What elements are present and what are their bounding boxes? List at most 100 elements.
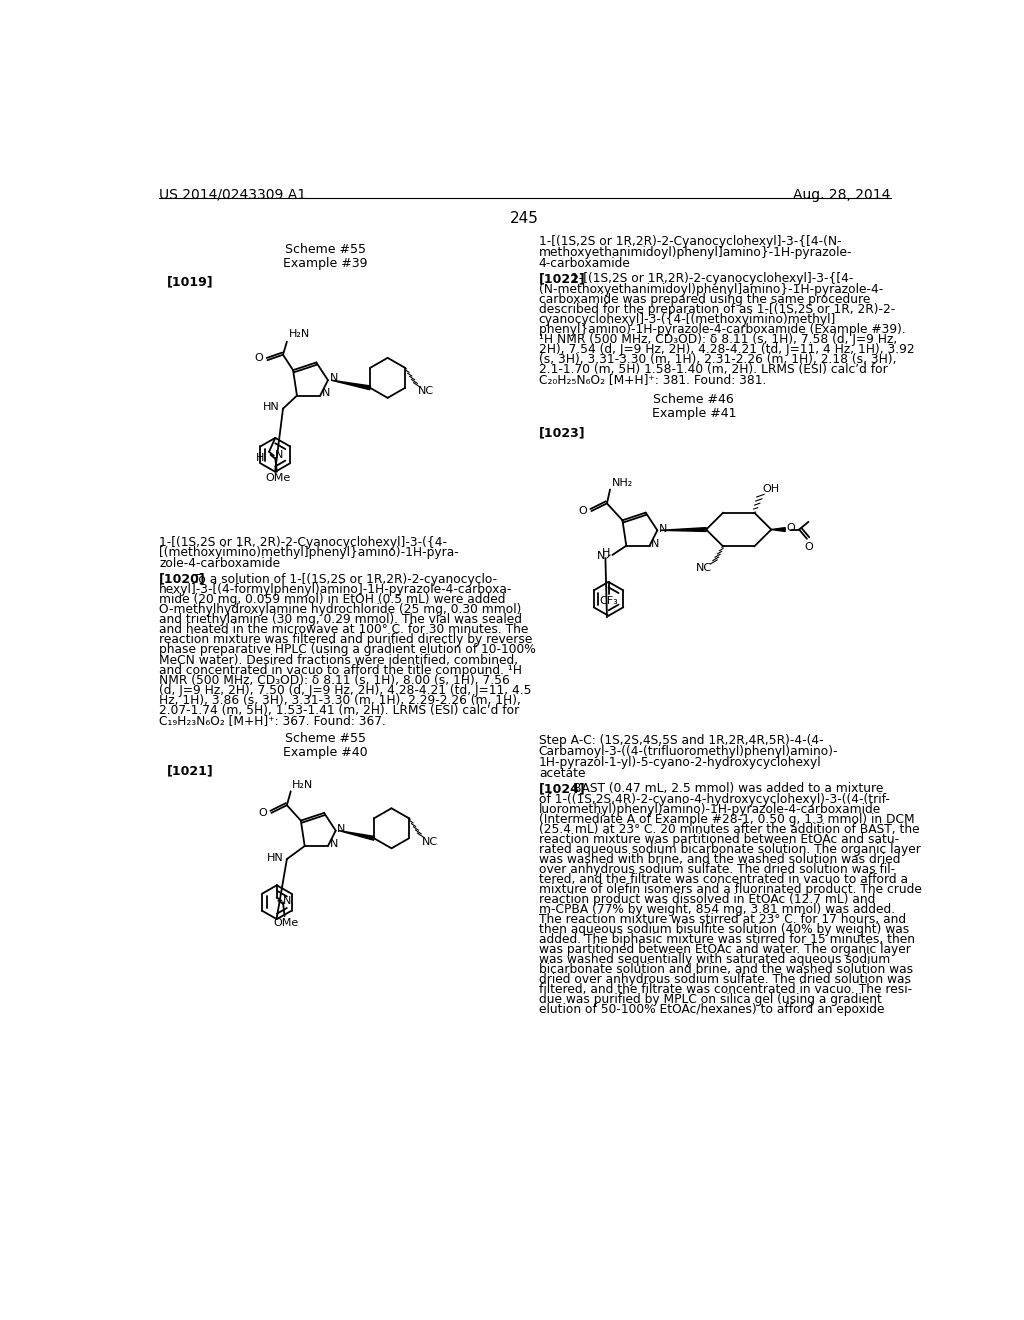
Text: N: N bbox=[651, 539, 659, 549]
Text: 1H-pyrazol-1-yl)-5-cyano-2-hydroxycyclohexyl: 1H-pyrazol-1-yl)-5-cyano-2-hydroxycycloh… bbox=[539, 756, 821, 770]
Text: tered, and the filtrate was concentrated in vacuo to afford a: tered, and the filtrate was concentrated… bbox=[539, 873, 907, 886]
Text: cyanocyclohexyl]-3-({4-[(methoxyimino)methyl]: cyanocyclohexyl]-3-({4-[(methoxyimino)me… bbox=[539, 313, 837, 326]
Text: and triethylamine (30 mg, 0.29 mmol). The vial was sealed: and triethylamine (30 mg, 0.29 mmol). Th… bbox=[159, 614, 522, 627]
Text: C₁₉H₂₃N₆O₂ [M+H]⁺: 367. Found: 367.: C₁₉H₂₃N₆O₂ [M+H]⁺: 367. Found: 367. bbox=[159, 714, 386, 726]
Text: zole-4-carboxamide: zole-4-carboxamide bbox=[159, 557, 281, 570]
Text: US 2014/0243309 A1: US 2014/0243309 A1 bbox=[159, 187, 306, 202]
Text: C₂₀H₂₅N₆O₂ [M+H]⁺: 381. Found: 381.: C₂₀H₂₅N₆O₂ [M+H]⁺: 381. Found: 381. bbox=[539, 374, 766, 387]
Text: filtered, and the filtrate was concentrated in vacuo. The resi-: filtered, and the filtrate was concentra… bbox=[539, 983, 912, 997]
Text: [1020]: [1020] bbox=[159, 573, 206, 586]
Text: HN: HN bbox=[263, 403, 280, 412]
Text: [1024]: [1024] bbox=[539, 781, 586, 795]
Text: N: N bbox=[597, 552, 605, 561]
Text: H: H bbox=[256, 453, 264, 463]
Text: NC: NC bbox=[422, 837, 438, 846]
Text: O-methylhydroxylamine hydrochloride (25 mg, 0.30 mmol): O-methylhydroxylamine hydrochloride (25 … bbox=[159, 603, 521, 616]
Text: N: N bbox=[330, 372, 338, 383]
Text: was washed sequentially with saturated aqueous sodium: was washed sequentially with saturated a… bbox=[539, 953, 890, 966]
Text: 2.07-1.74 (m, 5H), 1.53-1.41 (m, 2H). LRMS (ESI) calc’d for: 2.07-1.74 (m, 5H), 1.53-1.41 (m, 2H). LR… bbox=[159, 704, 519, 717]
Text: and concentrated in vacuo to afford the title compound. ¹H: and concentrated in vacuo to afford the … bbox=[159, 664, 522, 677]
Text: H₂N: H₂N bbox=[292, 780, 313, 789]
Text: rated aqueous sodium bicarbonate solution. The organic layer: rated aqueous sodium bicarbonate solutio… bbox=[539, 843, 921, 855]
Text: 1-[(1S,2S or 1R,2R)-2-cyanocyclohexyl]-3-{[4-: 1-[(1S,2S or 1R,2R)-2-cyanocyclohexyl]-3… bbox=[571, 272, 854, 285]
Text: Example #40: Example #40 bbox=[284, 746, 368, 759]
Text: OH: OH bbox=[762, 484, 779, 494]
Text: HN: HN bbox=[267, 853, 284, 862]
Text: H: H bbox=[602, 548, 610, 558]
Text: N: N bbox=[330, 840, 338, 850]
Text: Scheme #46: Scheme #46 bbox=[653, 393, 734, 407]
Text: reaction mixture was filtered and purified directly by reverse: reaction mixture was filtered and purifi… bbox=[159, 634, 532, 647]
Text: 1-[(1S,2S or 1R, 2R)-2-Cyanocyclohexyl]-3-({4-: 1-[(1S,2S or 1R, 2R)-2-Cyanocyclohexyl]-… bbox=[159, 536, 447, 549]
Text: ¹H NMR (500 MHz, CD₃OD): δ 8.11 (s, 1H), 7.58 (d, J=9 Hz,: ¹H NMR (500 MHz, CD₃OD): δ 8.11 (s, 1H),… bbox=[539, 333, 897, 346]
Text: (d, J=9 Hz, 2H), 7.50 (d, J=9 Hz, 2H), 4.28-4.21 (td, J=11, 4.5: (d, J=9 Hz, 2H), 7.50 (d, J=9 Hz, 2H), 4… bbox=[159, 684, 531, 697]
Text: N: N bbox=[337, 824, 346, 834]
Text: [1021]: [1021] bbox=[167, 764, 213, 777]
Text: 2H), 7.54 (d, J=9 Hz, 2H), 4.28-4.21 (td, J=11, 4 Hz, 1H), 3.92: 2H), 7.54 (d, J=9 Hz, 2H), 4.28-4.21 (td… bbox=[539, 343, 914, 356]
Text: and heated in the microwave at 100° C. for 30 minutes. The: and heated in the microwave at 100° C. f… bbox=[159, 623, 528, 636]
Text: BAST (0.47 mL, 2.5 mmol) was added to a mixture: BAST (0.47 mL, 2.5 mmol) was added to a … bbox=[572, 781, 884, 795]
Text: carboxamide was prepared using the same procedure: carboxamide was prepared using the same … bbox=[539, 293, 870, 306]
Text: reaction product was dissolved in EtOAc (12.7 mL) and: reaction product was dissolved in EtOAc … bbox=[539, 892, 876, 906]
Text: Hz, 1H), 3.86 (s, 3H), 3.31-3.30 (m, 1H), 2.29-2.26 (m, 1H),: Hz, 1H), 3.86 (s, 3H), 3.31-3.30 (m, 1H)… bbox=[159, 693, 521, 706]
Text: was partitioned between EtOAc and water. The organic layer: was partitioned between EtOAc and water.… bbox=[539, 942, 910, 956]
Text: 2.1-1.70 (m, 5H) 1.58-1.40 (m, 2H). LRMS (ESI) calc’d for: 2.1-1.70 (m, 5H) 1.58-1.40 (m, 2H). LRMS… bbox=[539, 363, 888, 376]
Text: 1-[(1S,2S or 1R,2R)-2-Cyanocyclohexyl]-3-{[4-(N-: 1-[(1S,2S or 1R,2R)-2-Cyanocyclohexyl]-3… bbox=[539, 235, 842, 248]
Text: NC: NC bbox=[696, 564, 713, 573]
Polygon shape bbox=[339, 830, 375, 841]
Text: Aug. 28, 2014: Aug. 28, 2014 bbox=[794, 187, 891, 202]
Text: (Intermediate A of Example #28-1, 0.50 g, 1.3 mmol) in DCM: (Intermediate A of Example #28-1, 0.50 g… bbox=[539, 813, 914, 826]
Text: O: O bbox=[254, 352, 263, 363]
Text: [1019]: [1019] bbox=[167, 276, 213, 289]
Text: added. The biphasic mixture was stirred for 15 minutes, then: added. The biphasic mixture was stirred … bbox=[539, 933, 914, 946]
Text: described for the preparation of as 1-[(1S,2S or 1R, 2R)-2-: described for the preparation of as 1-[(… bbox=[539, 304, 895, 317]
Text: Scheme #55: Scheme #55 bbox=[285, 243, 367, 256]
Text: NH₂: NH₂ bbox=[611, 478, 633, 488]
Text: then aqueous sodium bisulfite solution (40% by weight) was: then aqueous sodium bisulfite solution (… bbox=[539, 923, 909, 936]
Text: O: O bbox=[786, 523, 796, 533]
Text: The reaction mixture was stirred at 23° C. for 17 hours, and: The reaction mixture was stirred at 23° … bbox=[539, 913, 906, 927]
Text: phenyl}amino)-1H-pyrazole-4-carboxamide (Example #39).: phenyl}amino)-1H-pyrazole-4-carboxamide … bbox=[539, 323, 905, 337]
Text: mixture of olefin isomers and a fluorinated product. The crude: mixture of olefin isomers and a fluorina… bbox=[539, 883, 922, 896]
Text: over anhydrous sodium sulfate. The dried solution was fil-: over anhydrous sodium sulfate. The dried… bbox=[539, 863, 895, 876]
Text: due was purified by MPLC on silica gel (using a gradient: due was purified by MPLC on silica gel (… bbox=[539, 993, 882, 1006]
Text: OMe: OMe bbox=[273, 917, 299, 928]
Text: N: N bbox=[658, 524, 668, 533]
Text: bicarbonate solution and brine, and the washed solution was: bicarbonate solution and brine, and the … bbox=[539, 964, 912, 975]
Text: Scheme #55: Scheme #55 bbox=[285, 733, 367, 744]
Text: O: O bbox=[804, 543, 813, 552]
Text: dried over anhydrous sodium sulfate. The dried solution was: dried over anhydrous sodium sulfate. The… bbox=[539, 973, 910, 986]
Polygon shape bbox=[331, 380, 371, 389]
Text: elution of 50-100% EtOAc/hexanes) to afford an epoxide: elution of 50-100% EtOAc/hexanes) to aff… bbox=[539, 1003, 885, 1016]
Text: OMe: OMe bbox=[265, 474, 291, 483]
Text: luoromethyl)phenyl)amino)-1H-pyrazole-4-carboxamide: luoromethyl)phenyl)amino)-1H-pyrazole-4-… bbox=[539, 803, 881, 816]
Text: was washed with brine, and the washed solution was dried: was washed with brine, and the washed so… bbox=[539, 853, 900, 866]
Text: (s, 3H), 3.31-3.30 (m, 1H), 2.31-2.26 (m, 1H), 2.18 (s, 3H),: (s, 3H), 3.31-3.30 (m, 1H), 2.31-2.26 (m… bbox=[539, 354, 896, 366]
Text: MeCN water). Desired fractions were identified, combined,: MeCN water). Desired fractions were iden… bbox=[159, 653, 518, 667]
Text: m-CPBA (77% by weight, 854 mg, 3.81 mmol) was added.: m-CPBA (77% by weight, 854 mg, 3.81 mmol… bbox=[539, 903, 895, 916]
Polygon shape bbox=[660, 528, 707, 532]
Text: O: O bbox=[258, 808, 266, 818]
Text: [(methoxyimino)methyl]phenyl}amino)-1H-pyra-: [(methoxyimino)methyl]phenyl}amino)-1H-p… bbox=[159, 546, 459, 560]
Text: hexyl]-3-[(4-formylphenyl)amino]-1H-pyrazole-4-carboxa-: hexyl]-3-[(4-formylphenyl)amino]-1H-pyra… bbox=[159, 583, 512, 597]
Text: Example #41: Example #41 bbox=[651, 407, 736, 420]
Text: acetate: acetate bbox=[539, 767, 586, 780]
Text: (25.4 mL) at 23° C. 20 minutes after the addition of BAST, the: (25.4 mL) at 23° C. 20 minutes after the… bbox=[539, 822, 920, 836]
Text: Carbamoyl-3-((4-(trifluoromethyl)phenyl)amino)-: Carbamoyl-3-((4-(trifluoromethyl)phenyl)… bbox=[539, 744, 839, 758]
Text: 4-carboxamide: 4-carboxamide bbox=[539, 257, 631, 271]
Text: methoxyethanimidoyl)phenyl]amino}-1H-pyrazole-: methoxyethanimidoyl)phenyl]amino}-1H-pyr… bbox=[539, 246, 852, 259]
Text: 245: 245 bbox=[510, 211, 540, 226]
Text: H₂N: H₂N bbox=[289, 329, 309, 339]
Text: mide (20 mg, 0.059 mmol) in EtOH (0.5 mL) were added: mide (20 mg, 0.059 mmol) in EtOH (0.5 mL… bbox=[159, 594, 506, 606]
Polygon shape bbox=[771, 528, 785, 532]
Text: N: N bbox=[283, 896, 292, 906]
Text: NMR (500 MHz, CD₃OD): δ 8.11 (s, 1H), 8.00 (s, 1H), 7.56: NMR (500 MHz, CD₃OD): δ 8.11 (s, 1H), 8.… bbox=[159, 673, 510, 686]
Text: CF₃: CF₃ bbox=[599, 595, 617, 606]
Text: [1022]: [1022] bbox=[539, 272, 586, 285]
Text: [1023]: [1023] bbox=[539, 426, 586, 440]
Text: O: O bbox=[579, 506, 587, 516]
Text: NC: NC bbox=[418, 387, 434, 396]
Text: N: N bbox=[322, 388, 330, 399]
Text: To a solution of 1-[(1S,2S or 1R,2R)-2-cyanocyclo-: To a solution of 1-[(1S,2S or 1R,2R)-2-c… bbox=[194, 573, 498, 586]
Text: reaction mixture was partitioned between EtOAc and satu-: reaction mixture was partitioned between… bbox=[539, 833, 899, 846]
